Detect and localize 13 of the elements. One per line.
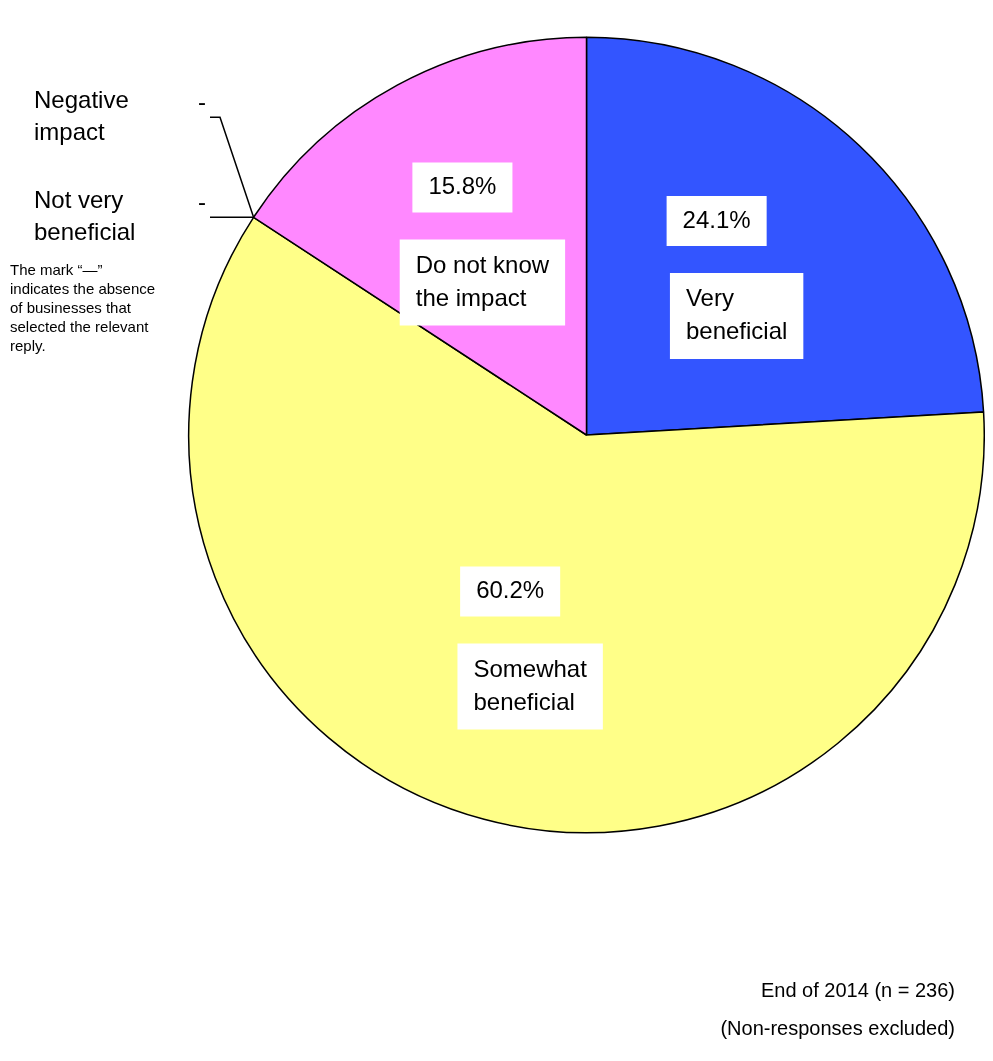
- category-label: Not very beneficial: [34, 185, 136, 245]
- text: The mark “—” indicates the absence of businesses that selected the relevant reply.: [10, 260, 157, 355]
- text: -: [198, 87, 206, 115]
- text: -: [198, 187, 206, 215]
- data-label: 24.1%: [682, 205, 751, 233]
- text: End of 2014 (n = 236): [759, 978, 955, 1003]
- slice-label: Very beneficial: [685, 284, 788, 345]
- data-label: 15.8%: [428, 172, 497, 200]
- slice-label: Somewhat beneficial: [473, 654, 588, 715]
- data-label: 60.2%: [476, 576, 545, 604]
- slice-label: Do not know the impact: [415, 250, 550, 311]
- text: (Non-responses excluded): [720, 1016, 955, 1041]
- category-label: Negative impact: [34, 85, 129, 145]
